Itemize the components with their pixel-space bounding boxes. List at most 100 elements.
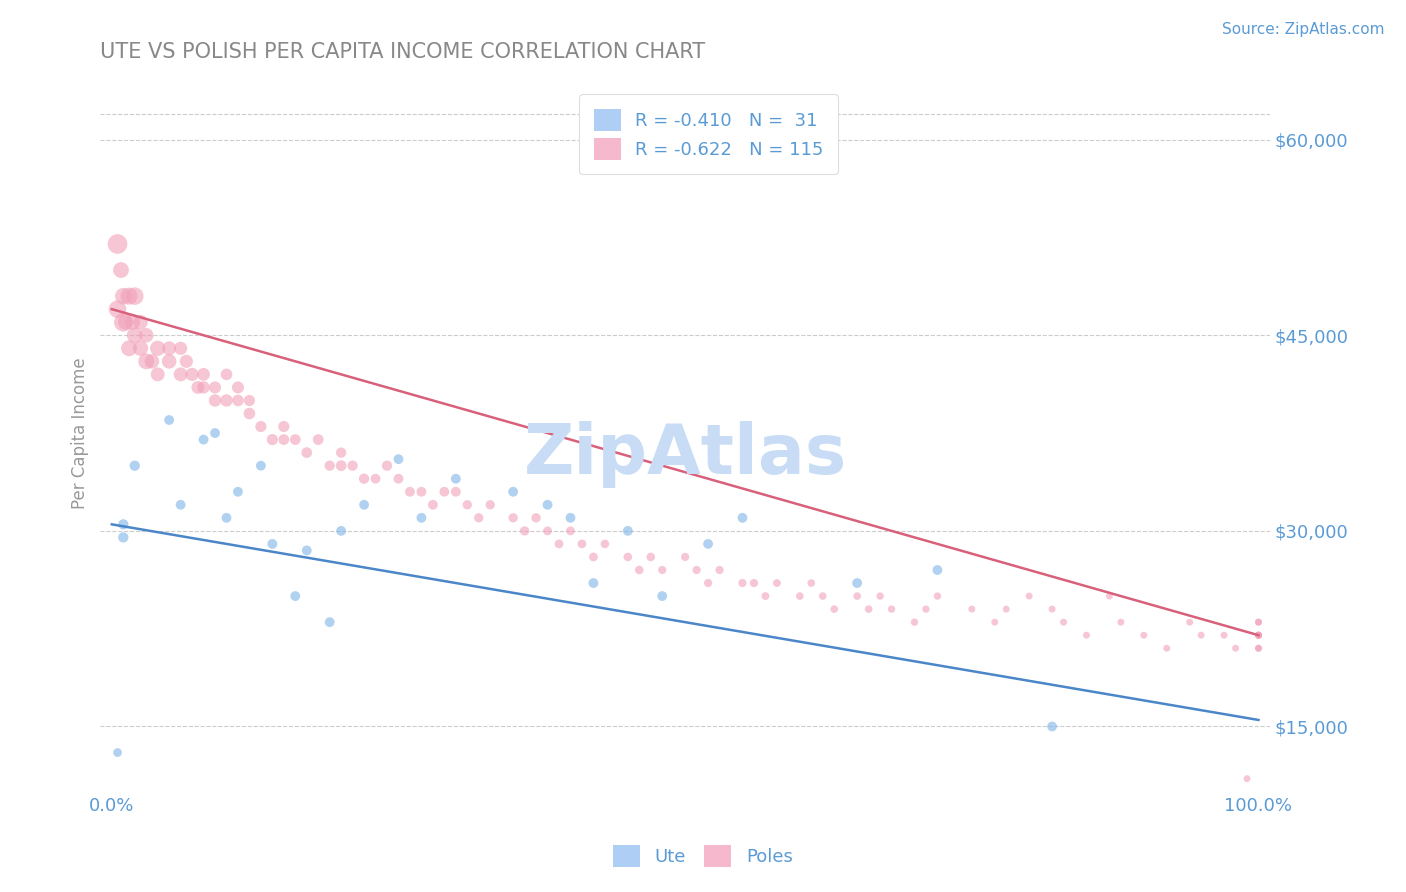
Point — [582, 576, 605, 591]
Point — [114, 315, 136, 329]
Point — [1076, 628, 1098, 642]
Point — [129, 341, 152, 355]
Legend: Ute, Poles: Ute, Poles — [606, 838, 800, 874]
Point — [1156, 641, 1178, 656]
Point — [262, 537, 284, 551]
Point — [651, 563, 673, 577]
Point — [262, 433, 284, 447]
Point — [1040, 602, 1063, 616]
Point — [157, 341, 180, 355]
Point — [330, 445, 353, 459]
Point — [1178, 615, 1201, 629]
Point — [318, 615, 340, 629]
Point — [250, 458, 273, 473]
Point — [846, 589, 869, 603]
Point — [1247, 628, 1270, 642]
Point — [422, 498, 444, 512]
Point — [1247, 628, 1270, 642]
Point — [295, 543, 318, 558]
Point — [399, 484, 422, 499]
Point — [364, 472, 387, 486]
Point — [107, 302, 129, 317]
Point — [903, 615, 925, 629]
Point — [187, 380, 209, 394]
Point — [141, 354, 163, 368]
Point — [135, 354, 157, 368]
Point — [1040, 719, 1063, 733]
Point — [387, 472, 409, 486]
Point — [651, 589, 673, 603]
Y-axis label: Per Capita Income: Per Capita Income — [72, 358, 89, 508]
Point — [709, 563, 731, 577]
Point — [502, 484, 524, 499]
Point — [915, 602, 938, 616]
Point — [800, 576, 823, 591]
Point — [731, 576, 754, 591]
Point — [146, 368, 169, 382]
Point — [1247, 628, 1270, 642]
Point — [560, 511, 582, 525]
Point — [157, 413, 180, 427]
Point — [524, 511, 547, 525]
Legend: R = -0.410   N =  31, R = -0.622   N = 115: R = -0.410 N = 31, R = -0.622 N = 115 — [579, 95, 838, 174]
Point — [593, 537, 616, 551]
Point — [1189, 628, 1212, 642]
Point — [984, 615, 1007, 629]
Point — [250, 419, 273, 434]
Point — [1247, 615, 1270, 629]
Point — [536, 524, 558, 538]
Point — [129, 315, 152, 329]
Point — [284, 589, 307, 603]
Point — [960, 602, 983, 616]
Point — [330, 524, 353, 538]
Point — [697, 576, 720, 591]
Point — [318, 458, 340, 473]
Point — [112, 517, 135, 532]
Point — [560, 524, 582, 538]
Point — [869, 589, 891, 603]
Point — [640, 549, 662, 564]
Point — [444, 484, 467, 499]
Point — [157, 354, 180, 368]
Point — [107, 237, 129, 252]
Point — [273, 433, 295, 447]
Point — [1247, 641, 1270, 656]
Point — [1133, 628, 1156, 642]
Point — [1247, 628, 1270, 642]
Point — [193, 433, 215, 447]
Point — [353, 472, 375, 486]
Point — [456, 498, 478, 512]
Point — [789, 589, 811, 603]
Point — [112, 530, 135, 544]
Point — [823, 602, 845, 616]
Point — [1247, 615, 1270, 629]
Point — [118, 289, 141, 303]
Point — [169, 498, 191, 512]
Point — [673, 549, 696, 564]
Point — [226, 484, 249, 499]
Point — [193, 368, 215, 382]
Point — [411, 511, 433, 525]
Point — [1225, 641, 1247, 656]
Point — [1109, 615, 1132, 629]
Point — [146, 341, 169, 355]
Point — [121, 315, 143, 329]
Point — [754, 589, 776, 603]
Point — [433, 484, 456, 499]
Point — [444, 472, 467, 486]
Text: UTE VS POLISH PER CAPITA INCOME CORRELATION CHART: UTE VS POLISH PER CAPITA INCOME CORRELAT… — [100, 42, 706, 62]
Point — [846, 576, 869, 591]
Point — [112, 289, 135, 303]
Point — [226, 380, 249, 394]
Point — [880, 602, 903, 616]
Point — [411, 484, 433, 499]
Point — [135, 328, 157, 343]
Point — [858, 602, 880, 616]
Point — [124, 289, 146, 303]
Point — [766, 576, 789, 591]
Point — [742, 576, 765, 591]
Point — [582, 549, 605, 564]
Point — [238, 407, 260, 421]
Text: ZipAtlas: ZipAtlas — [523, 421, 846, 488]
Point — [513, 524, 536, 538]
